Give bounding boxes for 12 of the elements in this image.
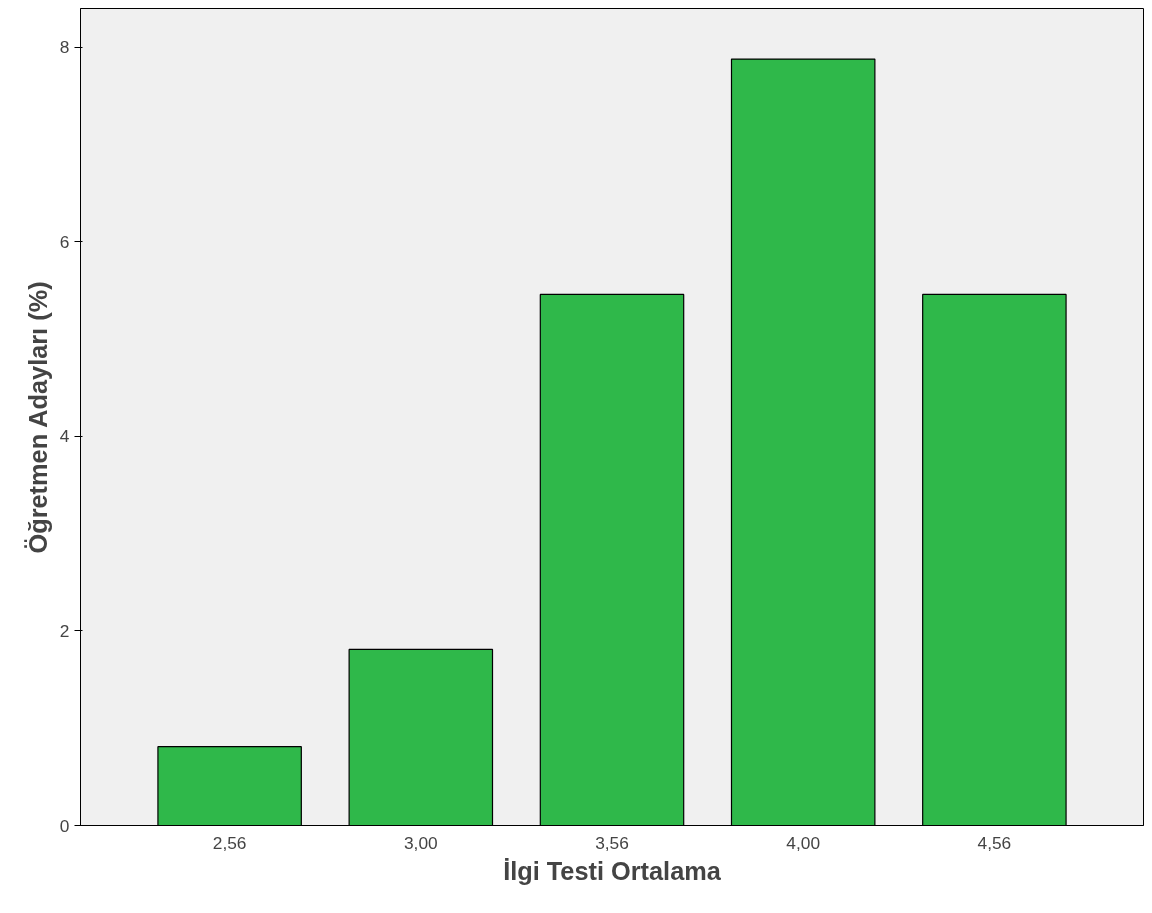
y-tick-label: 2 — [59, 620, 70, 641]
y-tick-label: 0 — [59, 815, 70, 836]
y-tick-label: 4 — [59, 426, 70, 447]
x-axis-title: İlgi Testi Ortalama — [503, 856, 722, 885]
x-tick-label: 4,00 — [786, 832, 821, 853]
x-tick-label: 3,56 — [595, 832, 629, 853]
x-tick-label: 4,56 — [977, 832, 1012, 853]
y-tick-label: 6 — [59, 231, 70, 252]
x-tick-label: 3,00 — [403, 832, 438, 853]
y-tick-label: 8 — [59, 37, 70, 58]
x-tick-label: 2,56 — [212, 832, 247, 853]
y-axis-title: Öğretmen Adayları (%) — [23, 281, 52, 554]
